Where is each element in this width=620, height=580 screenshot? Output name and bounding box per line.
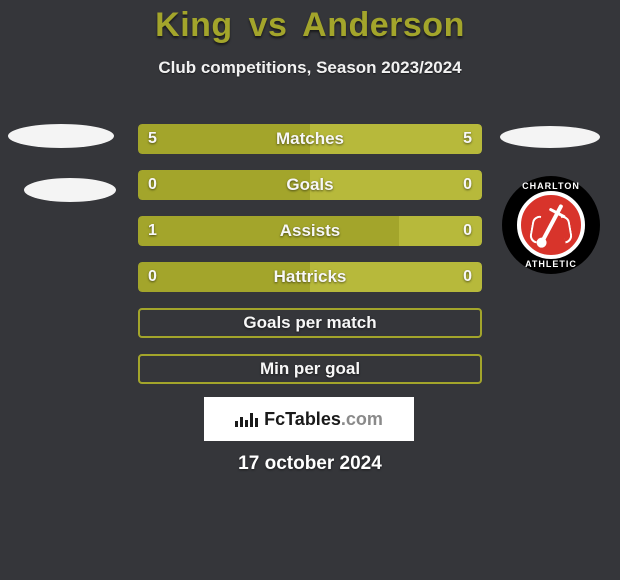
badge-bottom-text: ATHLETIC: [502, 259, 600, 269]
title-player2: Anderson: [302, 6, 465, 44]
stat-row: Goals0 0: [138, 170, 482, 200]
page-title: King vs Anderson: [0, 6, 620, 45]
photo-placeholder-right: [500, 126, 600, 148]
club-badge: CHARLTON ATHLETIC: [502, 176, 600, 274]
stat-value-left: 0: [138, 262, 167, 292]
stat-row: Hattricks0 0: [138, 262, 482, 292]
stat-value-right: 5: [453, 124, 482, 154]
photo-placeholder-left-1: [24, 178, 116, 202]
stat-value-right: 0: [453, 216, 482, 246]
stat-label: Goals: [138, 170, 482, 200]
comparison-infographic: King vs Anderson Club competitions, Seas…: [0, 0, 620, 580]
stat-value-right: 0: [453, 262, 482, 292]
title-vs: vs: [249, 6, 288, 44]
fctables-domain: .com: [341, 409, 383, 429]
badge-top-text: CHARLTON: [502, 181, 600, 191]
stat-bars: Matches55Goals00Assists10Hattricks00Goal…: [138, 124, 482, 400]
stat-value-left: 0: [138, 170, 167, 200]
stat-row: Assists1 0: [138, 216, 482, 246]
badge-ring: [517, 191, 585, 259]
stat-label: Matches: [138, 124, 482, 154]
bars-icon: [235, 411, 258, 427]
badge-arc-right: [561, 215, 574, 244]
subtitle: Club competitions, Season 2023/2024: [0, 58, 620, 78]
stat-value-left: 5: [138, 124, 167, 154]
fctables-watermark: FcTables.com: [204, 397, 414, 441]
stat-value-left: 1: [138, 216, 167, 246]
date-label: 17 october 2024: [0, 453, 620, 475]
stat-value-right: 0: [453, 170, 482, 200]
fctables-text: FcTables.com: [264, 409, 383, 430]
stat-label: Assists: [138, 216, 482, 246]
title-player1: King: [155, 6, 233, 44]
fctables-name: FcTables: [264, 409, 341, 429]
sword-icon: [538, 204, 563, 246]
photo-placeholder-left-0: [8, 124, 114, 148]
stat-row-empty: Min per goal: [138, 354, 482, 384]
stat-row-empty: Goals per match: [138, 308, 482, 338]
stat-label: Hattricks: [138, 262, 482, 292]
stat-row: Matches5 5: [138, 124, 482, 154]
